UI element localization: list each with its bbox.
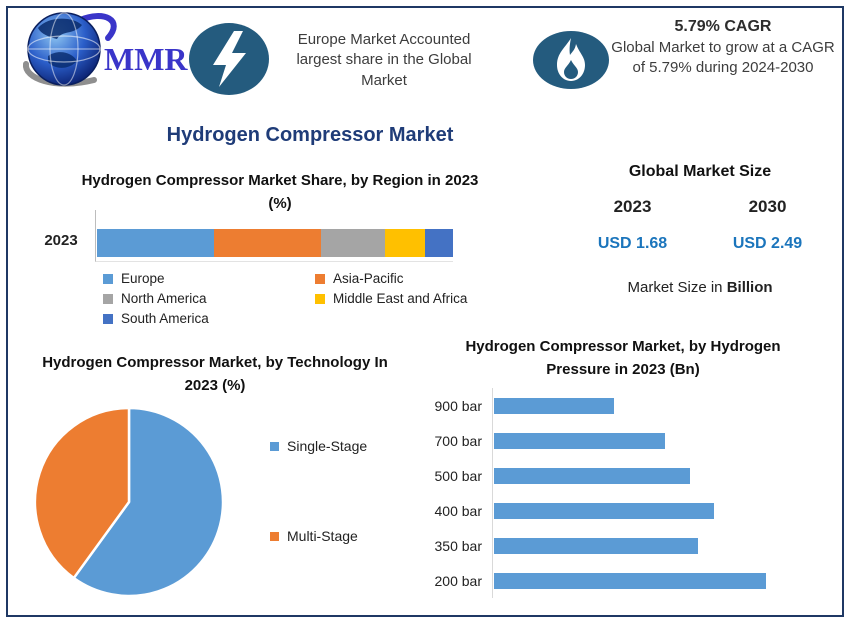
legend-item-north-america: North America	[103, 291, 315, 306]
pressure-row-900-bar: 900 bar	[424, 388, 828, 423]
pressure-axis-track	[492, 458, 828, 493]
region-axis-label: 2023	[44, 232, 78, 249]
pressure-bar-700-bar	[494, 432, 665, 449]
pressure-axis-track	[492, 423, 828, 458]
region-bar-segment-europe	[97, 229, 215, 257]
market-size-caption: Market Size in Billion	[585, 279, 815, 296]
pressure-chart-title: Hydrogen Compressor Market, by Hydrogen …	[465, 338, 781, 378]
pressure-bar-200-bar	[494, 572, 766, 589]
pie-legend: Single-Stage Multi-Stage	[270, 438, 367, 544]
pressure-category-label: 500 bar	[434, 467, 482, 484]
pressure-row-400-bar: 400 bar	[424, 493, 828, 528]
pie-slice-single-stage	[72, 406, 225, 598]
market-size-year-2023: 2023	[613, 197, 652, 216]
legend-swatch-middle-east-and-africa	[315, 293, 325, 304]
pie-chart-title: Hydrogen Compressor Market, by Technolog…	[42, 354, 388, 394]
pressure-axis-track	[492, 493, 828, 528]
market-size-title: Global Market Size	[628, 163, 772, 180]
pressure-category-label: 350 bar	[434, 537, 482, 554]
region-bar-segment-asia-pacific	[214, 229, 322, 257]
legend-label: Europe	[121, 271, 165, 286]
cagr-text: Global Market to grow at a CAGR of 5.79%…	[611, 39, 835, 76]
legend-swatch-multi-stage	[270, 531, 279, 541]
legend-swatch-single-stage	[270, 441, 279, 451]
legend-item-europe: Europe	[103, 271, 315, 286]
page-title: Hydrogen Compressor Market	[166, 124, 454, 146]
cagr-highlight: 5.79% CAGR Global Market to grow at a CA…	[610, 18, 836, 77]
legend-item-single-stage: Single-Stage	[270, 438, 367, 454]
cagr-title: 5.79% CAGR	[674, 18, 772, 35]
pressure-row-700-bar: 700 bar	[424, 423, 828, 458]
pressure-category-label: 900 bar	[434, 397, 482, 414]
pressure-axis-track	[492, 388, 828, 423]
region-legend: Europe Asia-Pacific North America Middle Ea…	[103, 271, 477, 326]
legend-swatch-north-america	[103, 293, 113, 304]
pressure-bar-400-bar	[494, 502, 714, 519]
region-bar-segment-middle-east-and-africa	[385, 229, 425, 257]
globe-icon: MMR	[23, 12, 188, 87]
market-size-years: 2023 2030	[565, 197, 835, 217]
pressure-axis-track	[492, 528, 828, 563]
legend-label: Single-Stage	[287, 438, 368, 454]
legend-item-south-america: South America	[103, 311, 315, 326]
pressure-bar-900-bar	[494, 397, 614, 414]
market-size-caption-prefix: Market Size in	[627, 279, 727, 296]
legend-label: North America	[121, 291, 207, 306]
pie-slice-multi-stage	[33, 406, 131, 580]
pressure-category-label: 200 bar	[434, 572, 482, 589]
pressure-bar-350-bar	[494, 537, 698, 554]
market-size-value-2023: USD 1.68	[597, 235, 668, 252]
europe-highlight-text: Europe Market Accounted largest share in…	[296, 31, 472, 89]
market-size-value-2030: USD 2.49	[732, 235, 803, 252]
region-chart-title: Hydrogen Compressor Market Share, by Reg…	[81, 172, 479, 212]
pressure-bar-500-bar	[494, 467, 690, 484]
legend-swatch-europe	[103, 273, 113, 284]
legend-item-asia-pacific: Asia-Pacific	[315, 271, 477, 286]
legend-item-multi-stage: Multi-Stage	[270, 528, 367, 544]
pressure-row-500-bar: 500 bar	[424, 458, 828, 493]
pressure-category-label: 400 bar	[434, 502, 482, 519]
pressure-chart: 900 bar 700 bar 500 bar 400 bar 350 bar 200 b…	[424, 388, 828, 598]
market-size-year-2030: 2030	[748, 197, 787, 216]
region-bar-segment-south-america	[424, 229, 453, 257]
legend-label: Multi-Stage	[287, 528, 358, 544]
legend-label: Asia-Pacific	[333, 271, 404, 286]
region-bar-segment-north-america	[321, 229, 386, 257]
pie-graphic	[33, 406, 225, 598]
mmr-logo: MMR	[20, 8, 188, 94]
lightning-icon	[188, 22, 270, 96]
legend-swatch-south-america	[103, 313, 113, 324]
pressure-row-350-bar: 350 bar	[424, 528, 828, 563]
pressure-category-label: 700 bar	[434, 432, 482, 449]
region-chart-plot	[95, 210, 453, 262]
legend-swatch-asia-pacific	[315, 273, 325, 284]
pressure-row-200-bar: 200 bar	[424, 563, 828, 598]
market-size-values: USD 1.68 USD 2.49	[565, 235, 835, 253]
market-size-caption-unit: Billion	[726, 279, 773, 296]
legend-item-middle-east-and-africa: Middle East and Africa	[315, 291, 477, 306]
flame-icon	[532, 30, 610, 90]
legend-label: Middle East and Africa	[333, 291, 468, 306]
logo-text: MMR	[104, 41, 188, 77]
legend-label: South America	[121, 311, 209, 326]
pressure-axis-track	[492, 563, 828, 598]
region-stacked-bar	[97, 229, 453, 257]
